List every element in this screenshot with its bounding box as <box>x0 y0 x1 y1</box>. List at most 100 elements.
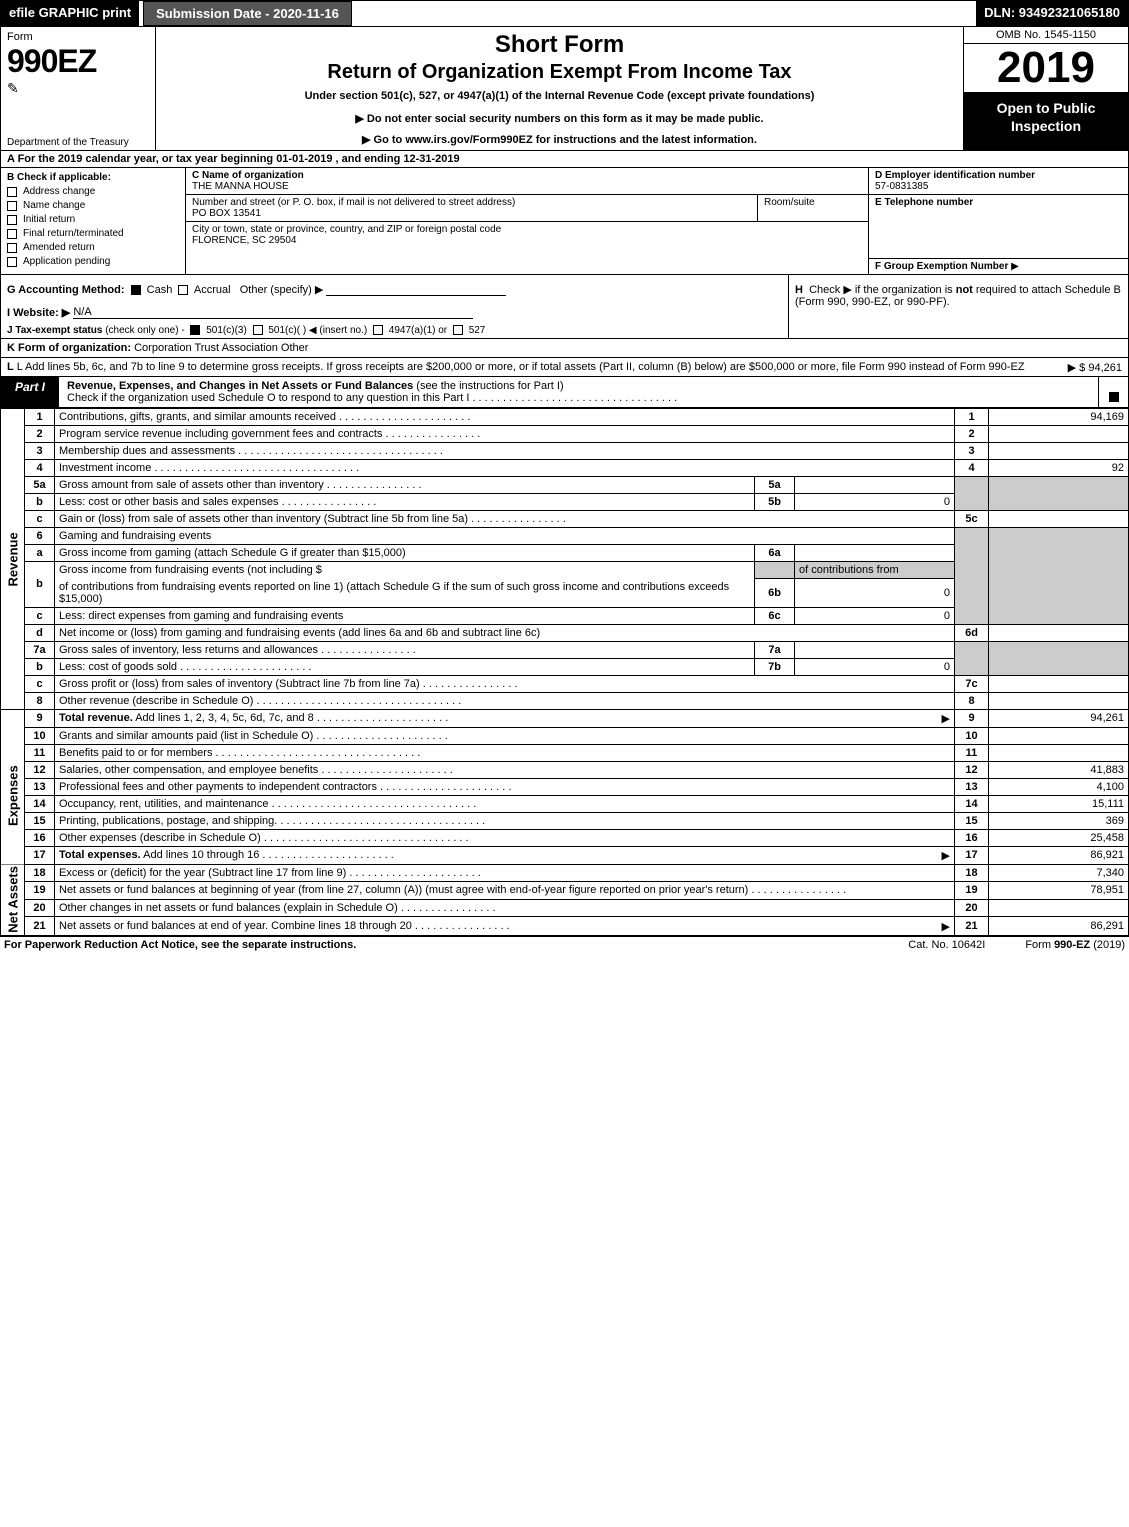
line-num: a <box>25 545 55 562</box>
line-amount: 94,169 <box>989 409 1129 426</box>
c-name-block: C Name of organization THE MANNA HOUSE <box>186 168 868 195</box>
line-desc: Net assets or fund balances at end of ye… <box>55 917 955 936</box>
c-addr-label: Number and street (or P. O. box, if mail… <box>192 197 751 208</box>
chk-label: Final return/terminated <box>23 228 124 239</box>
line-desc: Excess or (deficit) for the year (Subtra… <box>55 864 955 882</box>
part1-title: Revenue, Expenses, and Changes in Net As… <box>59 377 1098 407</box>
chk-final-return[interactable]: Final return/terminated <box>7 228 179 239</box>
k-opt0: Corporation <box>134 342 191 354</box>
sidelabel-netassets: Net Assets <box>1 864 25 936</box>
dots <box>279 496 377 508</box>
line-desc: Gaming and fundraising events <box>55 528 955 545</box>
return-of-title: Return of Organization Exempt From Incom… <box>164 61 955 84</box>
line-ref: 16 <box>955 829 989 846</box>
col-gij: G Accounting Method: Cash Accrual Other … <box>1 275 788 338</box>
line-desc: Total revenue. Add lines 1, 2, 3, 4, 5c,… <box>55 709 955 727</box>
chk-amended-return[interactable]: Amended return <box>7 242 179 253</box>
efile-graphic-label: efile GRAPHIC print <box>1 1 139 26</box>
chk-application-pending[interactable]: Application pending <box>7 256 179 267</box>
line-15: 15 Printing, publications, postage, and … <box>1 812 1129 829</box>
line-desc: Gross amount from sale of assets other t… <box>55 477 755 494</box>
desc-text: Excess or (deficit) for the year (Subtra… <box>59 867 346 879</box>
line-desc: Gross income from gaming (attach Schedul… <box>55 545 755 562</box>
grey-cell <box>955 528 989 625</box>
footer-form-bold: 990-EZ <box>1054 939 1090 951</box>
chk-label: Address change <box>23 186 95 197</box>
line-desc: Professional fees and other payments to … <box>55 778 955 795</box>
part1-label: Part I <box>1 377 59 407</box>
row-j: J Tax-exempt status (check only one) - 5… <box>7 325 782 336</box>
footer-form-year: (2019) <box>1093 939 1125 951</box>
line-num: c <box>25 675 55 692</box>
dots <box>398 902 496 914</box>
line-amount: 41,883 <box>989 761 1129 778</box>
line-desc: Occupancy, rent, utilities, and maintena… <box>55 795 955 812</box>
g-other: Other (specify) ▶ <box>240 284 324 296</box>
line-amount: 7,340 <box>989 864 1129 882</box>
checkbox-icon <box>7 243 17 253</box>
chk-527[interactable] <box>453 325 463 335</box>
chk-address-change[interactable]: Address change <box>7 186 179 197</box>
part1-schedule-o-check[interactable] <box>1098 377 1128 407</box>
g-label: G Accounting Method: <box>7 284 125 296</box>
line-ref: 1 <box>955 409 989 426</box>
footer-paperwork: For Paperwork Reduction Act Notice, see … <box>4 939 908 951</box>
g-other-input[interactable] <box>326 295 506 296</box>
chk-cash[interactable] <box>131 285 141 295</box>
sub-value: 0 <box>795 658 955 675</box>
dots <box>253 695 461 707</box>
chk-501c3[interactable] <box>190 325 200 335</box>
line-amount: 92 <box>989 460 1129 477</box>
part1-lines-table: Revenue 1 Contributions, gifts, grants, … <box>0 408 1129 936</box>
sidelabel-expenses: Expenses <box>1 727 25 864</box>
part1-title-bold: Revenue, Expenses, and Changes in Net As… <box>67 380 413 392</box>
line-desc: Investment income <box>55 460 955 477</box>
sub-label: 7a <box>755 641 795 658</box>
sub-value <box>795 641 955 658</box>
line-20: 20 Other changes in net assets or fund b… <box>1 899 1129 917</box>
footer-catno: Cat. No. 10642I <box>908 939 985 951</box>
line-num: d <box>25 624 55 641</box>
desc-text: Grants and similar amounts paid (list in… <box>59 730 313 742</box>
line-desc: Other changes in net assets or fund bala… <box>55 899 955 917</box>
goto-text[interactable]: ▶ Go to www.irs.gov/Form990EZ for instru… <box>362 134 757 146</box>
line-num: 6 <box>25 528 55 545</box>
desc-text: Other changes in net assets or fund bala… <box>59 902 398 914</box>
desc-text: Occupancy, rent, utilities, and maintena… <box>59 798 269 810</box>
dots <box>382 428 480 440</box>
c-city-label: City or town, state or province, country… <box>192 224 862 235</box>
checkmark-icon <box>1109 392 1119 402</box>
line-ref: 3 <box>955 443 989 460</box>
chk-501c[interactable] <box>253 325 263 335</box>
desc-text: Professional fees and other payments to … <box>59 781 377 793</box>
line-num: 17 <box>25 846 55 864</box>
d-ein-label: D Employer identification number <box>875 170 1122 181</box>
j-opt4: 527 <box>469 325 486 336</box>
f-group-label: F Group Exemption Number <box>875 261 1008 272</box>
chk-initial-return[interactable]: Initial return <box>7 214 179 225</box>
line-num: 3 <box>25 443 55 460</box>
line-amount <box>989 899 1129 917</box>
line-ref: 10 <box>955 727 989 744</box>
line-num: 21 <box>25 917 55 936</box>
chk-4947[interactable] <box>373 325 383 335</box>
line-amount: 25,458 <box>989 829 1129 846</box>
line-amount <box>989 426 1129 443</box>
line-num: b <box>25 494 55 511</box>
line-desc: Less: cost of goods sold <box>55 658 755 675</box>
line-17: 17 Total expenses. Add lines 10 through … <box>1 846 1129 864</box>
chk-name-change[interactable]: Name change <box>7 200 179 211</box>
col-b-header: B Check if applicable: <box>7 172 179 183</box>
d-ein-block: D Employer identification number 57-0831… <box>869 168 1128 195</box>
header-center: Short Form Return of Organization Exempt… <box>156 27 963 150</box>
dots <box>313 730 447 742</box>
chk-accrual[interactable] <box>178 285 188 295</box>
dots <box>472 392 677 404</box>
print-link[interactable]: print <box>102 5 131 20</box>
grey-cell <box>989 477 1129 511</box>
line-num: 9 <box>25 709 55 727</box>
line-ref: 4 <box>955 460 989 477</box>
row-i: I Website: ▶ N/A <box>7 306 782 319</box>
c-city-value: FLORENCE, SC 29504 <box>192 235 862 246</box>
i-website-value: N/A <box>73 306 473 319</box>
